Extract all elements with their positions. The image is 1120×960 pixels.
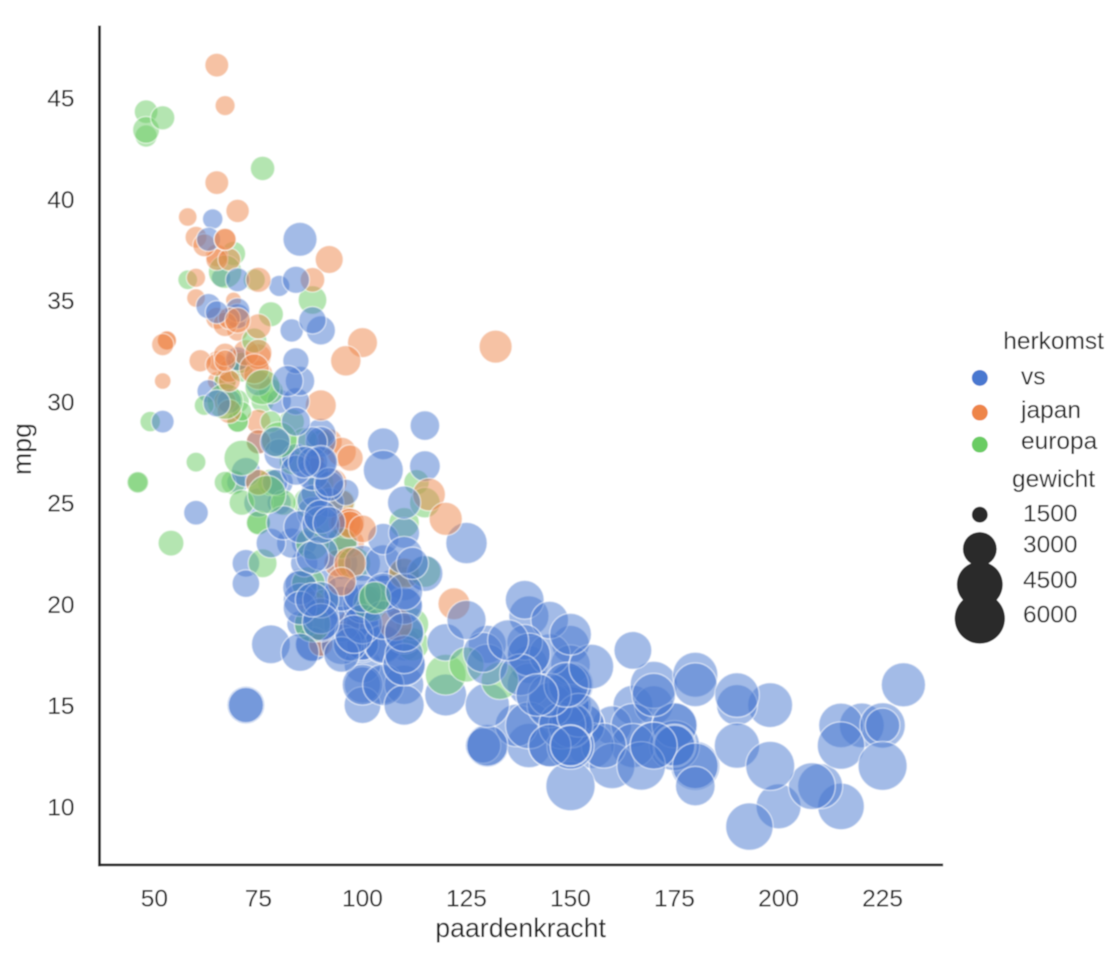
svg-text:gewicht: gewicht [1012,466,1095,493]
svg-text:15: 15 [47,693,74,720]
svg-text:75: 75 [245,886,272,913]
svg-text:35: 35 [47,288,74,315]
svg-text:herkomst: herkomst [1003,328,1104,355]
svg-text:4500: 4500 [1023,567,1078,594]
svg-text:175: 175 [654,886,695,913]
svg-text:paardenkracht: paardenkracht [435,913,606,943]
svg-text:100: 100 [342,886,383,913]
svg-text:200: 200 [758,886,799,913]
svg-text:40: 40 [47,187,74,214]
svg-text:30: 30 [47,389,74,416]
svg-text:1500: 1500 [1023,501,1078,528]
svg-text:10: 10 [47,794,74,821]
svg-text:vs: vs [1021,364,1046,391]
svg-text:45: 45 [47,86,74,113]
svg-text:japan: japan [1020,397,1081,424]
svg-text:mpg: mpg [7,423,37,475]
svg-text:6000: 6000 [1023,601,1078,628]
svg-text:50: 50 [141,886,168,913]
svg-text:20: 20 [47,592,74,619]
svg-text:225: 225 [862,886,903,913]
svg-text:25: 25 [47,491,74,518]
svg-text:125: 125 [446,886,487,913]
svg-text:150: 150 [550,886,591,913]
svg-text:europa: europa [1021,428,1098,455]
svg-text:3000: 3000 [1023,532,1078,559]
